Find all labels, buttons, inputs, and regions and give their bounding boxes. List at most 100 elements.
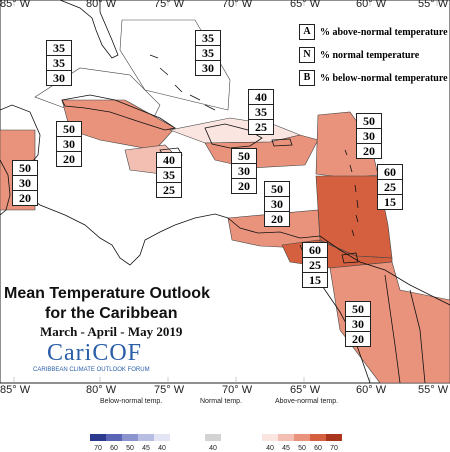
prob-below: 15	[384, 195, 396, 209]
prob-normal: 30	[57, 137, 81, 152]
colorbar-cell-below	[138, 434, 154, 441]
prob-above: 35	[196, 31, 220, 46]
key-row-above: A % above-normal temperature	[299, 22, 450, 42]
prob-normal: 25	[378, 180, 402, 195]
prob-normal: 25	[303, 258, 327, 273]
prob-normal: 35	[157, 168, 181, 183]
colorbar-cell-below	[154, 434, 170, 441]
key-text-normal: % normal temperature	[320, 49, 420, 61]
colorbar-tick-below: 50	[126, 445, 134, 452]
prob-box-jamaica: 40 35 25	[156, 152, 182, 198]
prob-box-leewards: 60 25 15	[377, 164, 403, 210]
prob-below: 20	[63, 152, 75, 166]
colorbar-tick-below: 45	[142, 445, 150, 452]
prob-below: 20	[238, 179, 250, 193]
prob-below: 20	[19, 191, 31, 205]
key-row-below: B % below-normal temperature	[299, 68, 450, 88]
colorbar-tick-above: 45	[282, 445, 290, 452]
prob-normal: 30	[357, 129, 381, 144]
prob-below: 25	[163, 183, 175, 197]
lon-label-bottom-70: 70° W	[222, 384, 253, 396]
prob-above: 50	[265, 182, 289, 197]
prob-above: 60	[303, 243, 327, 258]
colorbar-cell-above	[278, 434, 294, 441]
prob-box-belize: 50 30 20	[56, 121, 82, 167]
prob-normal: 30	[265, 197, 289, 212]
lon-label-top-65: 65° W	[290, 0, 321, 10]
zone-bahamas	[119, 19, 231, 111]
lon-label-top-55: 55° W	[418, 0, 449, 10]
lon-label-bottom-85: 85° W	[0, 384, 31, 396]
prob-box-north-leewards: 50 30 20	[12, 160, 38, 206]
colorbar-cell-above	[262, 434, 278, 441]
colorbar-below-label: Below-normal temp.	[100, 398, 163, 405]
lon-label-top-70: 70° W	[222, 0, 253, 10]
colorbar-cell-above	[310, 434, 326, 441]
prob-below: 20	[271, 212, 283, 226]
key-letter-normal: N	[299, 47, 315, 63]
lon-label-bottom-65: 65° W	[290, 384, 321, 396]
map-title: Mean Temperature Outlook	[4, 285, 210, 302]
prob-above: 35	[47, 41, 71, 56]
prob-box-puerto-rico: 50 30 20	[264, 181, 290, 227]
prob-box-guianas: 50 30 20	[345, 301, 371, 347]
key-row-normal: N % normal temperature	[299, 45, 450, 65]
prob-normal: 30	[232, 164, 256, 179]
colorbar-cell-below	[122, 434, 138, 441]
colorbar-cell-above	[294, 434, 310, 441]
prob-box-hispaniola-north: 40 35 25	[248, 89, 274, 135]
colorbar-tick-normal: 40	[209, 445, 217, 452]
colorbar-cell-above	[326, 434, 342, 441]
prob-box-bahamas: 35 35 30	[195, 30, 221, 76]
prob-below: 15	[309, 273, 321, 287]
prob-below: 20	[363, 144, 375, 158]
colorbar-cell-normal	[205, 434, 221, 441]
lon-label-top-80: 80° W	[86, 0, 117, 10]
lon-label-top-85: 85° W	[0, 0, 31, 10]
prob-above: 40	[249, 90, 273, 105]
prob-normal: 35	[196, 46, 220, 61]
prob-above: 50	[57, 122, 81, 137]
lon-label-top-60: 60° W	[356, 0, 387, 10]
colorbar-tick-above: 60	[314, 445, 322, 452]
prob-below: 30	[53, 71, 65, 85]
prob-above: 50	[346, 302, 370, 317]
prob-normal: 30	[346, 317, 370, 332]
prob-above: 60	[378, 165, 402, 180]
caricof-logo: CariCOF	[47, 340, 143, 366]
colorbar-cell-below	[106, 434, 122, 441]
prob-above: 50	[13, 161, 37, 176]
prob-normal: 35	[249, 105, 273, 120]
prob-box-hispaniola-south: 50 30 20	[231, 148, 257, 194]
prob-above: 50	[357, 114, 381, 129]
prob-above: 50	[232, 149, 256, 164]
prob-box-western-bahamas: 35 35 30	[46, 40, 72, 86]
probability-key: A % above-normal temperature N % normal …	[299, 22, 450, 92]
lon-label-bottom-80: 80° W	[86, 384, 117, 396]
colorbar-tick-below: 60	[110, 445, 118, 452]
prob-below: 30	[202, 61, 214, 75]
lon-label-top-75: 75° W	[154, 0, 185, 10]
caricof-logo-subtext: CARIBBEAN CLIMATE OUTLOOK FORUM	[33, 367, 150, 373]
prob-above: 40	[157, 153, 181, 168]
key-letter-above: A	[299, 24, 315, 40]
lon-label-bottom-55: 55° W	[418, 384, 449, 396]
prob-below: 25	[255, 120, 267, 134]
colorbar-cell-below	[90, 434, 106, 441]
colorbar-tick-below: 70	[94, 445, 102, 452]
colorbar-normal-label: Normal temp.	[200, 398, 243, 405]
coastlines	[0, 0, 450, 384]
key-text-above: % above-normal temperature	[320, 26, 448, 38]
key-letter-below: B	[299, 70, 315, 86]
colorbar-tick-above: 50	[298, 445, 306, 452]
lon-label-bottom-75: 75° W	[154, 384, 185, 396]
colorbar-above-label: Above-normal temp.	[275, 398, 339, 405]
prob-box-southern-caribbean: 60 25 15	[302, 242, 328, 288]
map-period: March - April - May 2019	[40, 324, 183, 339]
key-text-below: % below-normal temperature	[320, 72, 448, 84]
prob-box-cuba-east: 50 30 20	[356, 113, 382, 159]
colorbar-tick-above: 70	[330, 445, 338, 452]
prob-normal: 30	[13, 176, 37, 191]
prob-below: 20	[352, 332, 364, 346]
